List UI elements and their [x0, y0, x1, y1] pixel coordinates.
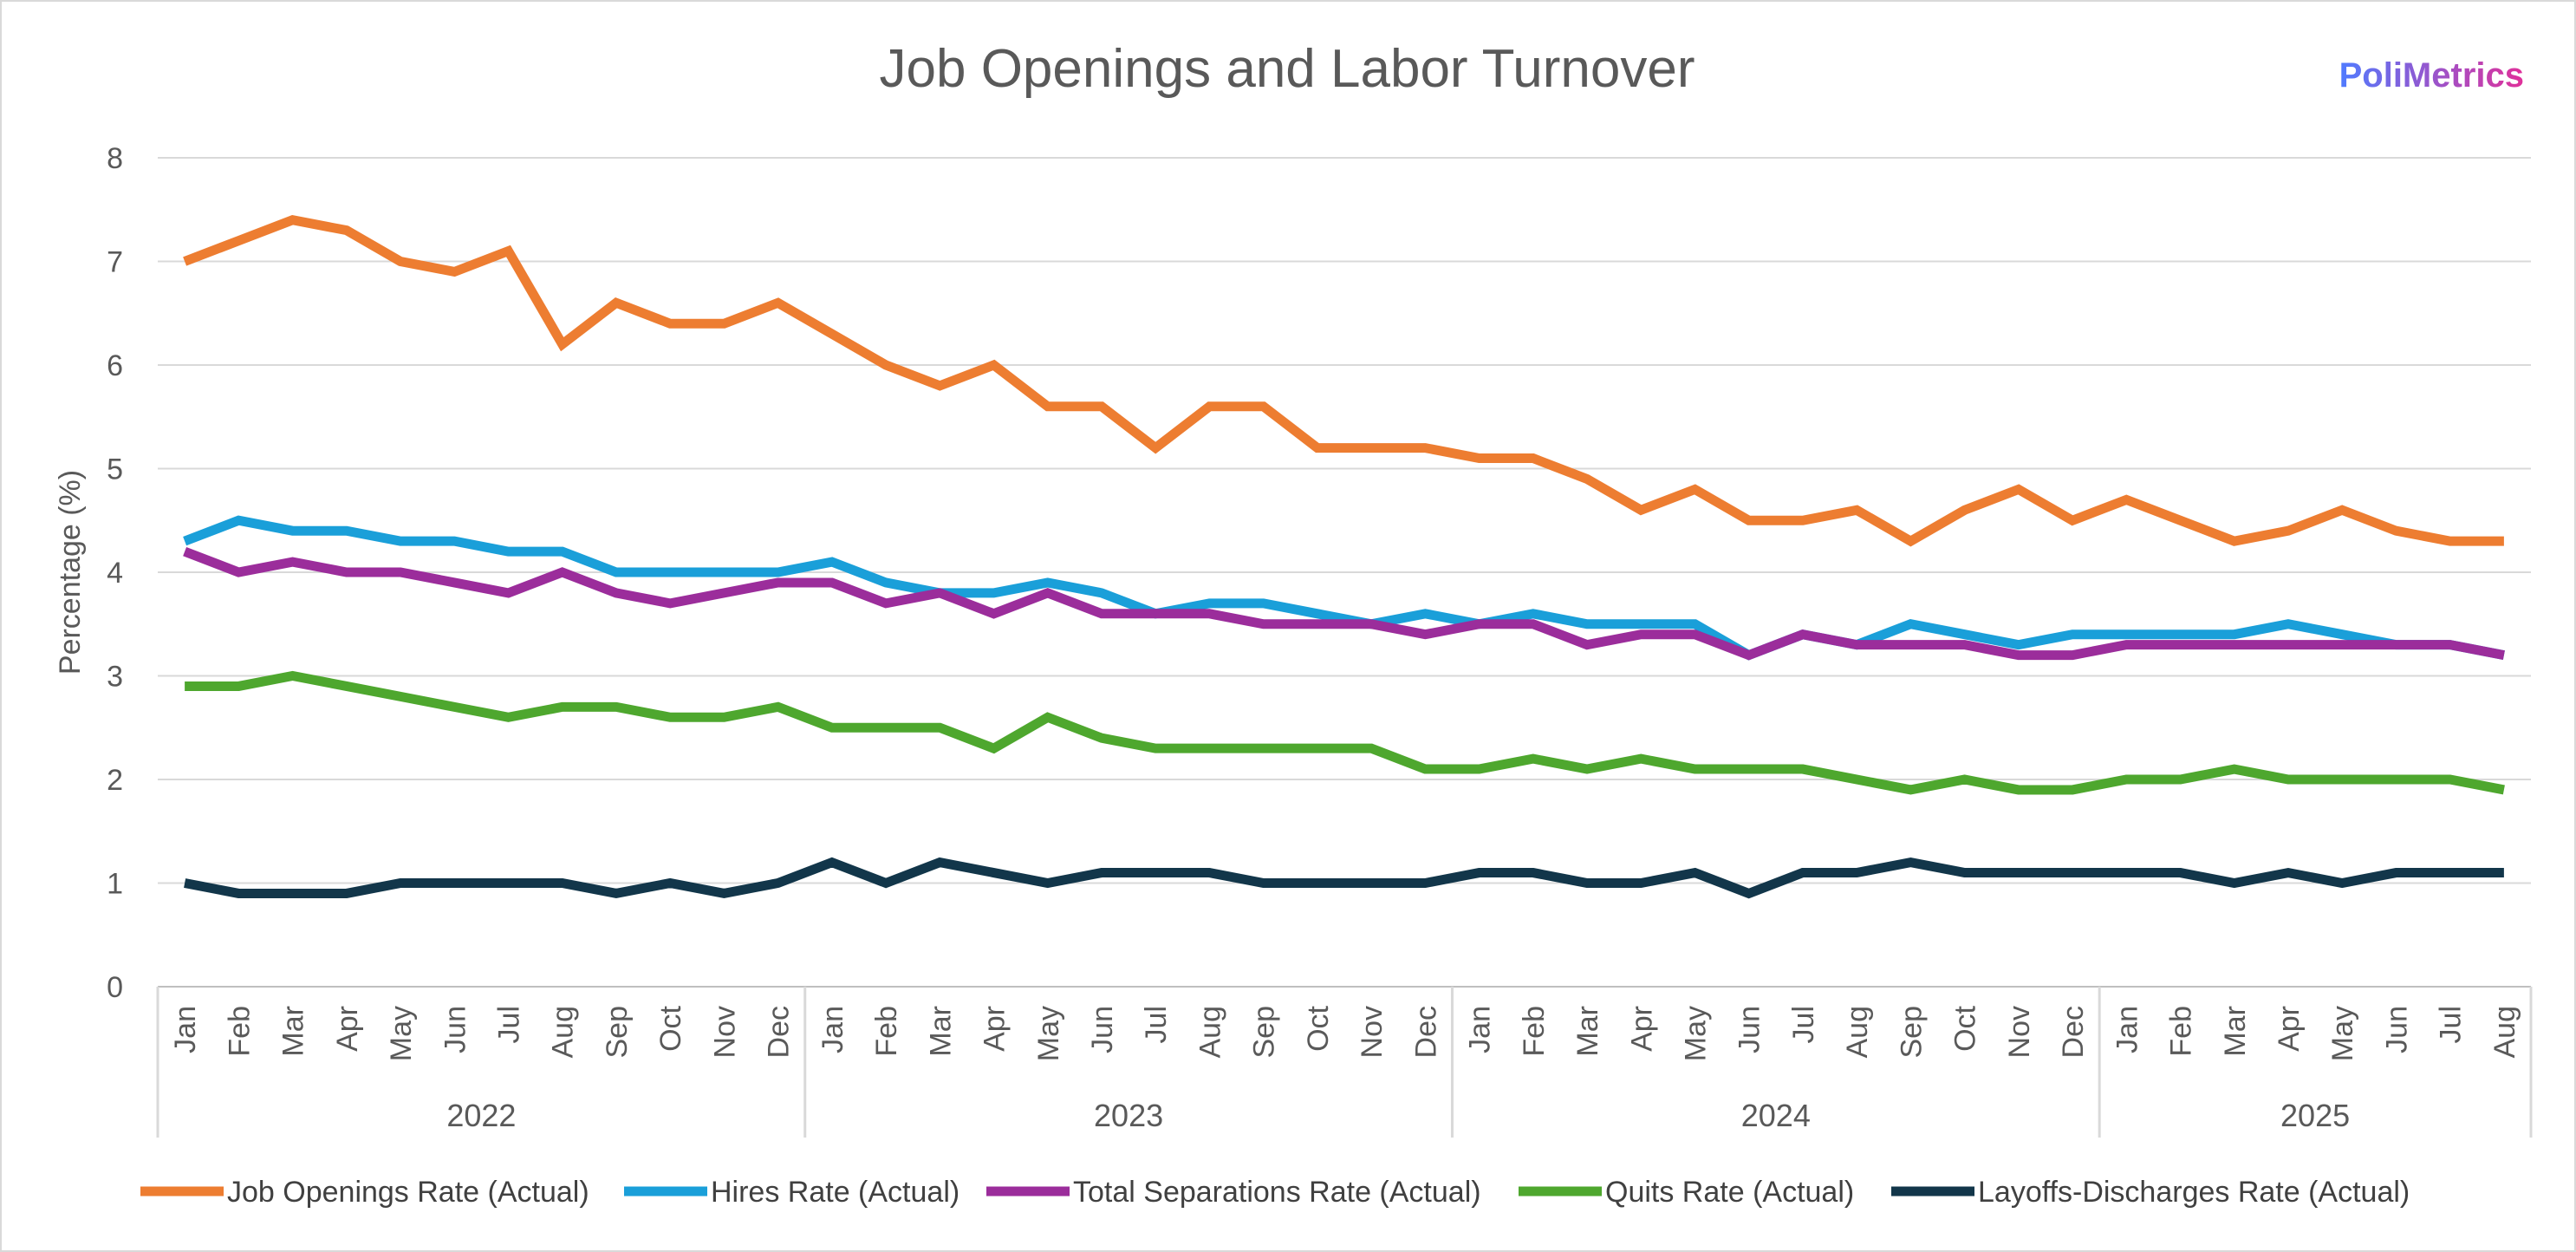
x-tick-label: Jul: [492, 1006, 525, 1043]
x-tick-label: Feb: [223, 1006, 256, 1057]
x-tick-label: Jul: [1787, 1006, 1820, 1043]
x-tick-label: Apr: [331, 1006, 364, 1052]
x-tick-label: Sep: [1895, 1006, 1928, 1059]
legend-label: Layoffs-Discharges Rate (Actual): [1978, 1176, 2410, 1209]
series-line: [183, 215, 2504, 547]
x-tick-label: Jan: [816, 1006, 849, 1053]
series-line: [185, 670, 2505, 795]
y-axis-ticks: 0 1 2 3 4 5 6 7 8: [107, 142, 123, 1004]
y-tick-label: 4: [107, 557, 123, 590]
x-tick-label: Oct: [654, 1005, 687, 1051]
legend-label: Job Openings Rate (Actual): [227, 1176, 589, 1209]
x-tick-label: Sep: [1248, 1006, 1281, 1059]
y-tick-label: 8: [107, 142, 123, 175]
y-axis-label: Percentage (%): [54, 470, 87, 675]
y-tick-label: 1: [107, 868, 123, 901]
x-tick-label: Jan: [2111, 1006, 2143, 1053]
x-tick-label: Jun: [439, 1006, 472, 1053]
x-tick-label: May: [1032, 1006, 1065, 1061]
x-tick-label: Mar: [1571, 1006, 1604, 1057]
x-tick-label: Jan: [1464, 1006, 1497, 1053]
x-tick-label: Dec: [763, 1006, 796, 1058]
x-group-label: 2022: [446, 1098, 516, 1133]
x-tick-label: Mar: [2219, 1006, 2252, 1057]
x-tick-label: Nov: [1356, 1006, 1389, 1058]
x-tick-label: Jan: [169, 1006, 202, 1053]
y-tick-label: 3: [107, 661, 123, 694]
x-tick-label: Nov: [708, 1006, 741, 1058]
series-lines: [183, 215, 2505, 899]
x-tick-label: May: [1679, 1006, 1712, 1061]
x-tick-label: Dec: [1409, 1006, 1442, 1058]
x-tick-label: Jun: [1734, 1006, 1766, 1053]
x-tick-label: Sep: [601, 1006, 634, 1059]
x-tick-label: Jun: [1086, 1006, 1119, 1053]
series-line: [183, 546, 2505, 661]
x-tick-label: Apr: [1625, 1006, 1658, 1052]
x-tick-label: Apr: [2273, 1006, 2306, 1052]
x-tick-label: Aug: [1194, 1006, 1226, 1059]
x-tick-label: Feb: [870, 1006, 903, 1057]
y-tick-label: 6: [107, 349, 123, 382]
legend-label: Quits Rate (Actual): [1605, 1176, 1854, 1209]
chart-title: Job Openings and Labor Turnover: [880, 39, 1695, 99]
y-tick-label: 5: [107, 453, 123, 486]
x-tick-label: Apr: [979, 1006, 1012, 1052]
x-tick-label: Aug: [1841, 1006, 1874, 1059]
x-tick-label: Mar: [924, 1006, 957, 1057]
series-line: [183, 515, 2505, 661]
y-tick-label: 0: [107, 971, 123, 1004]
x-tick-label: Mar: [277, 1006, 310, 1057]
legend: Job Openings Rate (Actual) Hires Rate (Ac…: [140, 1176, 2410, 1209]
x-tick-label: Aug: [2488, 1006, 2521, 1059]
x-tick-label: Nov: [2003, 1006, 2036, 1058]
x-tick-label: Jul: [1140, 1006, 1173, 1043]
x-axis: Jan Feb Mar Apr May Jun Jul Aug Sep Oct Nov Dec Jan F…: [156, 986, 2533, 1138]
x-tick-label: Dec: [2057, 1006, 2090, 1058]
x-tick-label: Oct: [1949, 1005, 1982, 1051]
y-tick-label: 7: [107, 246, 123, 279]
legend-label: Hires Rate (Actual): [711, 1176, 959, 1209]
x-tick-label: Jul: [2435, 1006, 2468, 1043]
x-tick-label: Oct: [1302, 1005, 1335, 1051]
x-tick-label: Aug: [547, 1006, 580, 1059]
series-line: [184, 857, 2504, 899]
brand-logo: PoliMetrics: [2339, 56, 2524, 95]
x-group-label: 2024: [1741, 1098, 1811, 1133]
x-tick-label: Feb: [1518, 1006, 1551, 1057]
y-tick-label: 2: [107, 764, 123, 797]
x-group-label: 2025: [2280, 1098, 2350, 1133]
x-tick-label: May: [385, 1006, 418, 1061]
x-tick-label: Feb: [2165, 1006, 2198, 1057]
legend-label: Total Separations Rate (Actual): [1073, 1176, 1481, 1209]
x-tick-label: May: [2326, 1006, 2359, 1061]
x-group-label: 2023: [1094, 1098, 1163, 1133]
x-tick-label: Jun: [2380, 1006, 2413, 1053]
